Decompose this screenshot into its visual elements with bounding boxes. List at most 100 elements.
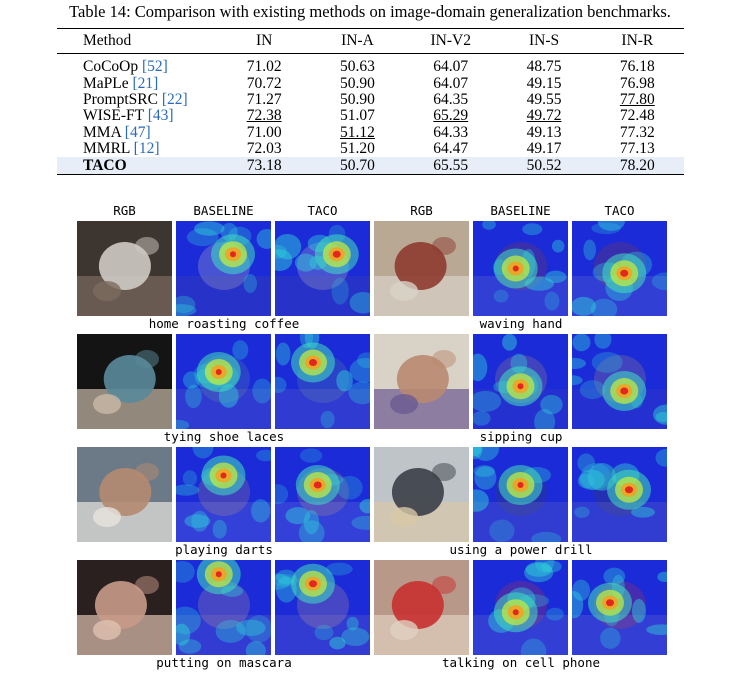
score-cell: 51.12 (340, 123, 375, 141)
baseline-heatmap (473, 560, 568, 655)
score-cell: 65.55 (404, 157, 498, 175)
taco-heatmap (275, 334, 370, 429)
score-cell: 50.63 (340, 58, 375, 76)
action-label: putting on mascara (156, 655, 292, 670)
score-cell: 72.38 (246, 107, 282, 125)
action-label: sipping cup (479, 429, 563, 444)
method-name: TACO (83, 156, 127, 174)
citation-link[interactable]: [21] (132, 74, 159, 92)
score-cell: 64.07 (433, 58, 469, 76)
table-caption: Table 14: Comparison with existing metho… (69, 2, 671, 21)
score-cell: 49.72 (526, 107, 562, 125)
method-name-cell: CoCoOp [52] (57, 54, 218, 76)
taco-heatmap (572, 334, 667, 429)
rgb-frame (374, 334, 469, 429)
method-name-cell: MaPLe [21] (57, 75, 218, 91)
score-cell: 50.52 (497, 157, 591, 175)
method-name-cell: MMA [47] (57, 123, 218, 141)
score-cell: 76.98 (619, 74, 655, 92)
citation-link[interactable]: [43] (147, 107, 174, 125)
taco-heatmap (275, 221, 370, 316)
attention-map-figure: RGB BASELINE TACO RGB BASELINE TACO home… (76, 200, 667, 678)
baseline-heatmap (176, 560, 271, 655)
score-cell: 50.90 (340, 90, 375, 108)
method-name-cell: PromptSRC [22] (57, 90, 218, 108)
rgb-frame (77, 334, 172, 429)
score-cell: 78.20 (590, 157, 684, 175)
taco-heatmap (572, 221, 667, 316)
table-row: TACO 73.18 50.70 65.55 50.52 78.20 (57, 156, 684, 175)
column-header-baseline-left: BASELINE (193, 203, 254, 218)
score-cell: 64.07 (433, 74, 469, 92)
method-name: CoCoOp (83, 58, 139, 76)
baseline-heatmap (473, 447, 568, 542)
score-cell: 49.15 (526, 74, 562, 92)
score-cell: 71.27 (246, 90, 282, 108)
column-header-rgb-right: RGB (410, 203, 433, 218)
score-cell: 76.18 (619, 58, 655, 76)
score-cell: 64.35 (433, 90, 469, 108)
header-in-r: IN-R (621, 32, 654, 49)
table-row: MMRL [12] 72.03 51.20 64.47 49.17 77.13 (57, 140, 684, 158)
score-cell: 49.17 (526, 140, 562, 158)
baseline-heatmap (176, 334, 271, 429)
column-header-rgb-left: RGB (113, 203, 136, 218)
action-label: home roasting coffee (148, 316, 300, 331)
citation-link[interactable]: [22] (161, 90, 188, 108)
citation-link[interactable]: [52] (142, 58, 168, 76)
action-label: using a power drill (449, 542, 593, 557)
taco-heatmap (275, 560, 370, 655)
score-cell: 71.02 (246, 58, 282, 76)
header-in-a: IN-A (341, 32, 374, 49)
score-cell: 77.32 (619, 123, 655, 141)
score-cell: 49.55 (526, 90, 562, 108)
method-name: MaPLe (83, 74, 129, 92)
method-name: MMA (83, 123, 121, 141)
rgb-frame (77, 447, 172, 542)
method-name-cell: WISE-FT [43] (57, 108, 218, 124)
score-cell: 64.47 (433, 140, 469, 158)
score-cell: 64.33 (433, 123, 469, 141)
results-table: Method IN IN-A IN-V2 IN-S IN-R CoCoOp [5… (57, 28, 684, 175)
action-label: waving hand (479, 316, 563, 331)
header-method: Method (83, 32, 132, 49)
citation-link[interactable]: [47] (124, 123, 151, 141)
column-header-taco-left: TACO (307, 203, 338, 218)
rgb-frame (374, 560, 469, 655)
score-cell: 65.29 (433, 107, 469, 125)
method-name: WISE-FT (83, 107, 144, 125)
table-body: CoCoOp [52] 71.02 50.63 64.07 48.75 76.18 MaPL… (57, 54, 684, 175)
score-cell: 77.80 (619, 90, 655, 108)
score-cell: 50.90 (340, 74, 375, 92)
method-name-cell: MMRL [12] (57, 141, 218, 157)
method-name: MMRL (83, 140, 130, 158)
score-cell: 73.18 (217, 157, 311, 175)
method-name: PromptSRC (83, 90, 158, 108)
score-cell: 48.75 (526, 58, 562, 76)
rgb-frame (77, 221, 172, 316)
score-cell: 77.13 (619, 140, 655, 158)
action-label: talking on cell phone (441, 655, 601, 670)
taco-heatmap (572, 560, 667, 655)
citation-link[interactable]: [12] (133, 140, 160, 158)
score-cell: 72.03 (246, 140, 282, 158)
rgb-frame (374, 447, 469, 542)
column-header-taco-right: TACO (604, 203, 635, 218)
table-row: PromptSRC [22] 71.27 50.90 64.35 49.55 77.80 (57, 90, 684, 108)
table-row: MMA [47] 71.00 51.12 64.33 49.13 77.32 (57, 123, 684, 141)
taco-heatmap (275, 447, 370, 542)
baseline-heatmap (473, 334, 568, 429)
action-label: tying shoe laces (163, 429, 285, 444)
score-cell: 49.13 (526, 123, 562, 141)
table-row: CoCoOp [52] 71.02 50.63 64.07 48.75 76.18 (57, 54, 684, 76)
baseline-heatmap (473, 221, 568, 316)
header-in: IN (255, 32, 273, 49)
action-label: playing darts (175, 542, 273, 557)
baseline-heatmap (176, 221, 271, 316)
score-cell: 51.07 (340, 107, 375, 125)
header-in-v2: IN-V2 (430, 32, 471, 49)
score-cell: 70.72 (246, 74, 282, 92)
table-row: WISE-FT [43] 72.38 51.07 65.29 49.72 72.48 (57, 108, 684, 124)
score-cell: 50.70 (310, 157, 405, 175)
method-name-cell: TACO (57, 156, 218, 175)
